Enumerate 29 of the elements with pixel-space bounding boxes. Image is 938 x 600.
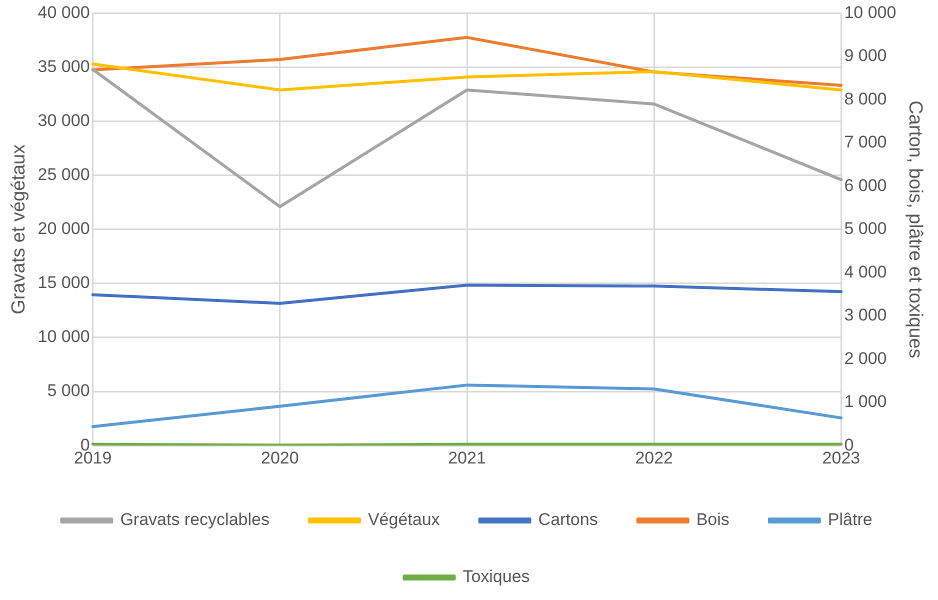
y2-tick-label: 7 000: [844, 132, 887, 152]
y2-tick-label: 10 000: [844, 2, 896, 22]
y2-axis-title: Carton, bois, plâtre et toxiques: [904, 100, 926, 358]
y2-tick-label: 1 000: [844, 392, 887, 412]
x-tick-label: 2021: [448, 448, 486, 468]
y2-tick-label: 3 000: [844, 306, 887, 325]
y2-tick-label: 4 000: [844, 262, 887, 282]
y2-tick-label: 8 000: [844, 89, 887, 108]
y-tick-label: 5 000: [47, 381, 90, 400]
y-tick-label: 15 000: [38, 273, 90, 292]
x-tick-label: 2020: [260, 448, 299, 468]
y-tick-label: 10 000: [38, 327, 90, 346]
y-tick-label: 35 000: [38, 56, 90, 76]
legend-label: Gravats recyclables: [120, 510, 270, 530]
legend-label: Cartons: [538, 510, 598, 530]
y-tick-label: 20 000: [38, 219, 90, 238]
y2-tick-label: 6 000: [844, 176, 887, 195]
y2-tick-label: 2 000: [844, 348, 887, 368]
y-axis-title: Gravats et végétaux: [8, 144, 30, 314]
y-tick-label: 40 000: [38, 2, 90, 22]
legend-label: Toxiques: [462, 567, 530, 586]
y-tick-label: 25 000: [38, 165, 90, 184]
legend-label: Bois: [696, 510, 730, 530]
legend-label: Plâtre: [828, 510, 872, 530]
x-tick-label: 2022: [635, 448, 674, 468]
legend-label: Végétaux: [368, 510, 440, 530]
y2-tick-label: 9 000: [844, 46, 887, 66]
y2-tick-label: 5 000: [844, 219, 887, 238]
y-tick-label: 30 000: [38, 110, 90, 130]
